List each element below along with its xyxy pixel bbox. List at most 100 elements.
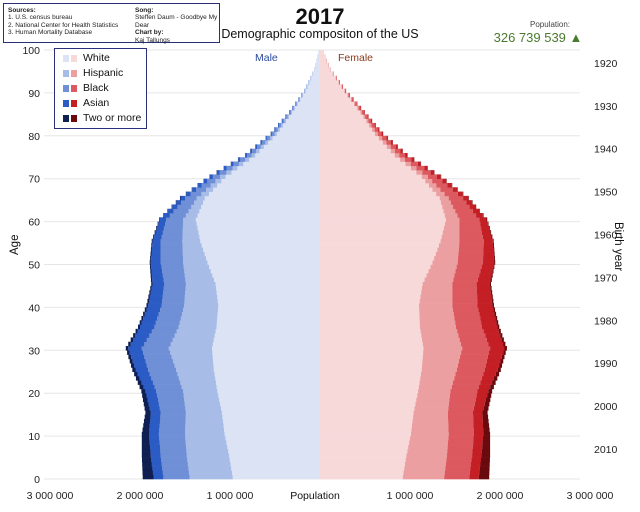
bar-male-white (285, 118, 320, 124)
bar-female-two-or-more (479, 208, 480, 214)
bar-male-black (247, 152, 252, 158)
bar-male-two-or-more (133, 333, 136, 338)
bar-female-white (320, 440, 410, 445)
bar-male-two-or-more (143, 401, 149, 407)
bar-male-two-or-more (142, 461, 152, 467)
bar-male-black (201, 182, 211, 188)
bar-male-hispanic (177, 371, 215, 377)
bar-female-black (390, 144, 396, 149)
bar-female-hispanic (446, 217, 460, 222)
bar-male-black (266, 135, 270, 141)
legend-swatch-female (71, 85, 77, 92)
bar-female-black (456, 367, 485, 373)
bar-male-black (152, 380, 181, 385)
bar-female-black (422, 170, 431, 175)
bar-female-asian (481, 376, 494, 381)
bar-male-white (230, 461, 320, 467)
legend-label: Hispanic (83, 67, 124, 79)
bar-female-asian (411, 157, 415, 162)
bar-female-asian (480, 221, 488, 227)
bar-female-two-or-more (479, 466, 490, 471)
bar-female-asian (472, 208, 480, 214)
sources-box: Sources: 1. U.S. census bureau 2. Nation… (3, 3, 220, 44)
bar-female-asian (483, 238, 493, 244)
bar-female-hispanic (428, 182, 437, 188)
bar-female-asian (482, 324, 498, 330)
bar-male-black (212, 174, 221, 179)
bar-female-hispanic (404, 461, 446, 467)
bar-female-asian (469, 474, 479, 480)
bar-female-two-or-more (484, 401, 490, 407)
bar-female-hispanic (410, 431, 449, 437)
bar-male-asian (149, 294, 163, 300)
bar-male-two-or-more (150, 251, 152, 257)
bar-male-black (190, 191, 202, 197)
bar-male-hispanic (277, 127, 280, 132)
bar-female-hispanic (390, 148, 395, 154)
bar-female-white (320, 298, 420, 304)
bar-female-hispanic (421, 333, 459, 338)
bar-female-hispanic (402, 474, 445, 480)
bar-male-white (315, 62, 320, 68)
bar-male-white (216, 324, 320, 330)
bar-female-asian (381, 131, 383, 137)
bar-male-hispanic (173, 358, 214, 364)
bar-female-black (458, 247, 484, 252)
bar-male-white (212, 350, 320, 355)
bar-female-two-or-more (491, 273, 493, 278)
bar-female-asian (476, 393, 488, 398)
bar-female-two-or-more (500, 358, 504, 364)
bar-female-asian (479, 273, 492, 278)
bar-female-black (358, 105, 361, 111)
bar-female-white (320, 466, 405, 471)
bar-male-white (217, 388, 320, 394)
bar-female-hispanic (442, 230, 460, 235)
bar-female-hispanic (437, 247, 459, 252)
bar-female-black (458, 255, 484, 261)
bar-female-two-or-more (482, 414, 489, 420)
bar-female-two-or-more (490, 285, 492, 291)
legend-label: Two or more (83, 112, 142, 124)
bar-female-asian (475, 397, 486, 403)
bar-female-two-or-more (498, 328, 501, 334)
bar-female-two-or-more (495, 315, 498, 321)
bar-male-two-or-more (175, 200, 177, 205)
source-item: 2. National Center for Health Statistics (8, 21, 119, 29)
bar-male-black (159, 418, 186, 424)
bar-male-hispanic (182, 234, 200, 240)
bar-male-asian (172, 204, 178, 210)
bar-male-white (206, 255, 320, 261)
bar-female-hispanic (409, 440, 448, 445)
bar-male-asian (128, 346, 142, 351)
bar-male-asian (151, 264, 162, 270)
bar-female-black (453, 204, 470, 210)
bar-female-hispanic (423, 350, 462, 355)
bar-female-white (320, 88, 345, 94)
bar-male-hispanic (210, 182, 218, 188)
bar-female-white (320, 307, 420, 312)
bar-male-hispanic (215, 178, 222, 184)
legend-swatch-male (63, 100, 69, 107)
bar-male-asian (149, 406, 160, 411)
bar-male-white (204, 251, 320, 257)
bar-male-white (216, 384, 320, 390)
bar-female-two-or-more (483, 427, 490, 433)
bar-male-two-or-more (163, 213, 164, 218)
bar-male-hispanic (239, 161, 244, 167)
bar-male-two-or-more (147, 298, 149, 304)
bar-male-asian (152, 243, 161, 248)
bar-male-asian (145, 388, 157, 394)
bar-male-hispanic (182, 230, 199, 235)
bar-male-two-or-more (142, 470, 153, 476)
birth-year-tick-label: 1960 (594, 229, 618, 241)
bar-male-white (259, 148, 320, 154)
bar-male-white (316, 58, 320, 64)
bar-male-asian (150, 414, 161, 420)
bar-female-hispanic (421, 174, 428, 179)
bar-female-asian (463, 195, 469, 201)
bar-female-black (449, 393, 477, 398)
bar-male-asian (150, 444, 160, 450)
bar-male-hispanic (185, 436, 226, 441)
bar-female-asian (405, 152, 408, 158)
bar-male-white (199, 208, 320, 214)
